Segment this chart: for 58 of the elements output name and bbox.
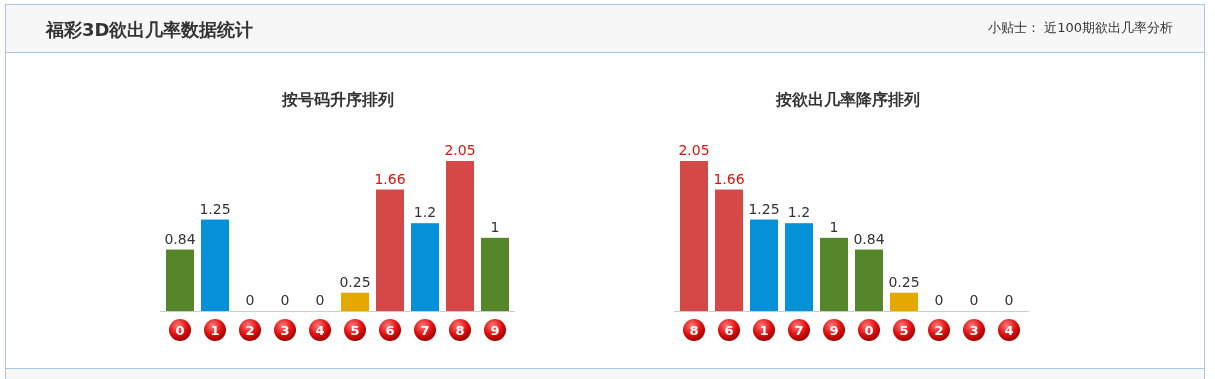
bar — [785, 223, 813, 311]
bar — [715, 189, 743, 311]
x-tick-label: 7 — [794, 323, 804, 338]
x-tick-label: 3 — [969, 323, 979, 338]
x-tick-label: 4 — [1004, 323, 1014, 338]
data-label: 1.66 — [713, 170, 745, 187]
x-tick-label: 2 — [934, 323, 944, 338]
x-tick-label: 2 — [245, 323, 255, 338]
bar — [376, 189, 404, 311]
x-tick-label: 1 — [210, 323, 220, 338]
data-label: 0.84 — [853, 230, 885, 247]
bar — [750, 219, 778, 311]
text: 小贴士： 近100期欲出几率分析 — [988, 20, 1173, 35]
data-label: 0.84 — [164, 230, 196, 247]
data-label: 0.25 — [339, 273, 371, 290]
bar — [166, 249, 194, 311]
data-label: 0 — [315, 292, 325, 308]
bar — [201, 219, 229, 311]
x-tick-label: 9 — [490, 323, 500, 338]
chart-title: 按号码升序排列 — [281, 90, 394, 109]
x-tick-label: 6 — [724, 323, 734, 338]
x-tick-label: 0 — [864, 323, 874, 338]
x-tick-label: 7 — [420, 323, 430, 338]
bar — [481, 237, 509, 311]
x-tick-label: 5 — [899, 323, 909, 338]
data-label: 0 — [280, 292, 290, 308]
x-tick-label: 8 — [455, 323, 465, 338]
x-tick-label: 5 — [350, 323, 360, 338]
x-tick-label: 8 — [689, 323, 699, 338]
bar — [680, 161, 708, 311]
data-label: 2.05 — [444, 142, 476, 158]
data-label: 1.2 — [413, 204, 437, 221]
bar — [890, 292, 918, 311]
data-label: 0.25 — [888, 273, 920, 290]
data-label: 1.2 — [787, 204, 811, 221]
data-label: 1.66 — [374, 170, 406, 187]
text: 福彩3D欲出几率数据统计 — [45, 19, 254, 40]
x-tick-label: 9 — [829, 323, 839, 338]
bar — [855, 249, 883, 311]
data-label: 0 — [934, 292, 944, 308]
data-label: 2.05 — [678, 142, 710, 158]
x-tick-label: 4 — [315, 323, 325, 338]
x-tick-label: 0 — [175, 323, 185, 338]
x-tick-label: 1 — [759, 323, 769, 338]
data-label: 0 — [245, 292, 255, 308]
x-tick-label: 3 — [280, 323, 290, 338]
data-label: 1.25 — [748, 200, 780, 217]
chart-title: 按欲出几率降序排列 — [775, 90, 920, 109]
data-label: 1 — [829, 218, 839, 235]
data-label: 0 — [1004, 292, 1014, 308]
bar — [341, 292, 369, 311]
bar — [446, 161, 474, 311]
x-tick-label: 6 — [385, 323, 395, 338]
bar — [820, 237, 848, 311]
data-label: 0 — [969, 292, 979, 308]
data-label: 1 — [490, 218, 500, 235]
bar — [411, 223, 439, 311]
data-label: 1.25 — [199, 200, 231, 217]
